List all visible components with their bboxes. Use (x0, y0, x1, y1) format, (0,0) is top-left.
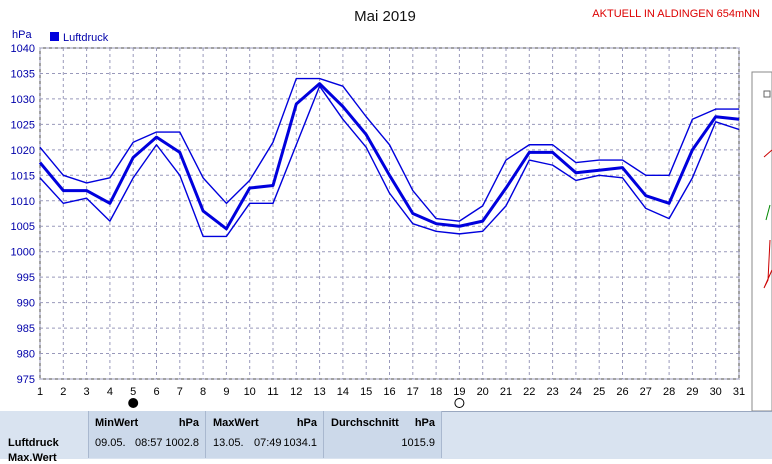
series-line-min (39, 85, 740, 238)
x-tick-label: 15 (360, 386, 372, 398)
x-tick-label: 8 (200, 386, 206, 398)
y-tick-label: 1015 (11, 170, 35, 182)
y-tick-label: 1020 (11, 145, 35, 157)
y-tick-label: 1040 (11, 43, 35, 55)
x-tick-label: 10 (244, 386, 256, 398)
x-tick-label: 24 (570, 386, 582, 398)
x-tick-label: 2 (60, 386, 66, 398)
x-tick-label: 19 (453, 386, 465, 398)
min-date: 09.05. (95, 437, 126, 449)
x-tick-label: 6 (153, 386, 159, 398)
max-value: 1034.1 (283, 437, 317, 449)
legend-label: Luftdruck (63, 32, 109, 44)
y-tick-label: 975 (17, 374, 35, 386)
y-tick-label: 1000 (11, 247, 35, 259)
x-tick-label: 20 (477, 386, 489, 398)
stats-row-label: Luftdruck (8, 437, 59, 449)
x-tick-label: 9 (223, 386, 229, 398)
stats-avg-cell: Durchschnitt hPa 1015.9 (323, 411, 442, 458)
y-tick-label: 1010 (11, 196, 35, 208)
x-tick-label: 28 (663, 386, 675, 398)
side-panel (751, 71, 772, 411)
max-time: 07:49 (254, 437, 282, 449)
side-panel-icon (763, 90, 771, 98)
y-tick-label: 1005 (11, 221, 35, 233)
avg-unit: hPa (414, 417, 435, 429)
y-tick-label: 1030 (11, 94, 35, 106)
x-tick-label: 30 (710, 386, 722, 398)
y-tick-label: 990 (17, 298, 35, 310)
location-label: AKTUELL IN ALDINGEN 654mNN (592, 8, 760, 20)
x-tick-label: 16 (383, 386, 395, 398)
moon-new-marker (128, 398, 139, 408)
y-tick-label: 985 (17, 323, 35, 335)
x-tick-label: 27 (640, 386, 652, 398)
chart-title: Mai 2019 (354, 8, 416, 25)
x-tick-label: 31 (733, 386, 745, 398)
moon-full-marker (454, 398, 465, 408)
y-tick-label: 1035 (11, 68, 35, 80)
x-tick-label: 22 (523, 386, 535, 398)
max-header: MaxWert (213, 417, 259, 429)
side-panel-trace-2 (765, 204, 771, 221)
y-tick-label: 1025 (11, 119, 35, 131)
max-date: 13.05. (213, 437, 244, 449)
x-tick-label: 14 (337, 386, 349, 398)
x-tick-label: 18 (430, 386, 442, 398)
stats-row-label-cell: Luftdruck Max.Wert (0, 411, 88, 464)
moon-markers (128, 398, 465, 408)
y-tick-label: 995 (17, 272, 35, 284)
stats-row-label-2: Max.Wert (8, 452, 57, 464)
chart: Mai 2019 AKTUELL IN ALDINGEN 654mNN hPa … (11, 8, 772, 411)
x-tick-label: 29 (686, 386, 698, 398)
x-tick-label: 21 (500, 386, 512, 398)
series-line-mean (38, 82, 740, 231)
grid (39, 47, 740, 380)
series-line-max (39, 77, 739, 222)
min-unit: hPa (178, 417, 199, 429)
min-value: 1002.8 (165, 437, 199, 449)
avg-value: 1015.9 (401, 437, 435, 449)
x-tick-labels: 1 2 3 4 5 6 7 8 9 10 11 12 13 14 15 16 17 18 19 20 21 22 23 24 2… (37, 386, 745, 398)
x-tick-label: 4 (107, 386, 113, 398)
stats-min-cell: MinWert hPa 09.05. 08:57 1002.8 (88, 411, 205, 458)
legend-swatch (50, 32, 59, 41)
x-tick-label: 25 (593, 386, 605, 398)
x-tick-label: 13 (313, 386, 325, 398)
max-unit: hPa (296, 417, 317, 429)
x-tick-label: 17 (407, 386, 419, 398)
x-tick-label: 1 (37, 386, 43, 398)
x-tick-label: 12 (290, 386, 302, 398)
x-tick-label: 11 (267, 386, 278, 398)
y-axis-unit: hPa (12, 29, 32, 41)
series-lines (38, 77, 740, 238)
avg-header: Durchschnitt (331, 417, 399, 429)
x-tick-label: 5 (130, 386, 136, 398)
min-time: 08:57 (135, 437, 163, 449)
y-tick-label: 980 (17, 349, 35, 361)
x-tick-label: 23 (546, 386, 558, 398)
side-panel-trace (763, 149, 772, 289)
stats-max-cell: MaxWert hPa 13.05. 07:49 1034.1 (205, 411, 323, 458)
x-tick-label: 26 (616, 386, 628, 398)
x-tick-label: 7 (177, 386, 183, 398)
min-header: MinWert (95, 417, 139, 429)
y-tick-labels: 975 980 985 990 995 1000 1005 1010 1015 1020 1025 1… (11, 43, 35, 386)
x-tick-label: 3 (84, 386, 90, 398)
